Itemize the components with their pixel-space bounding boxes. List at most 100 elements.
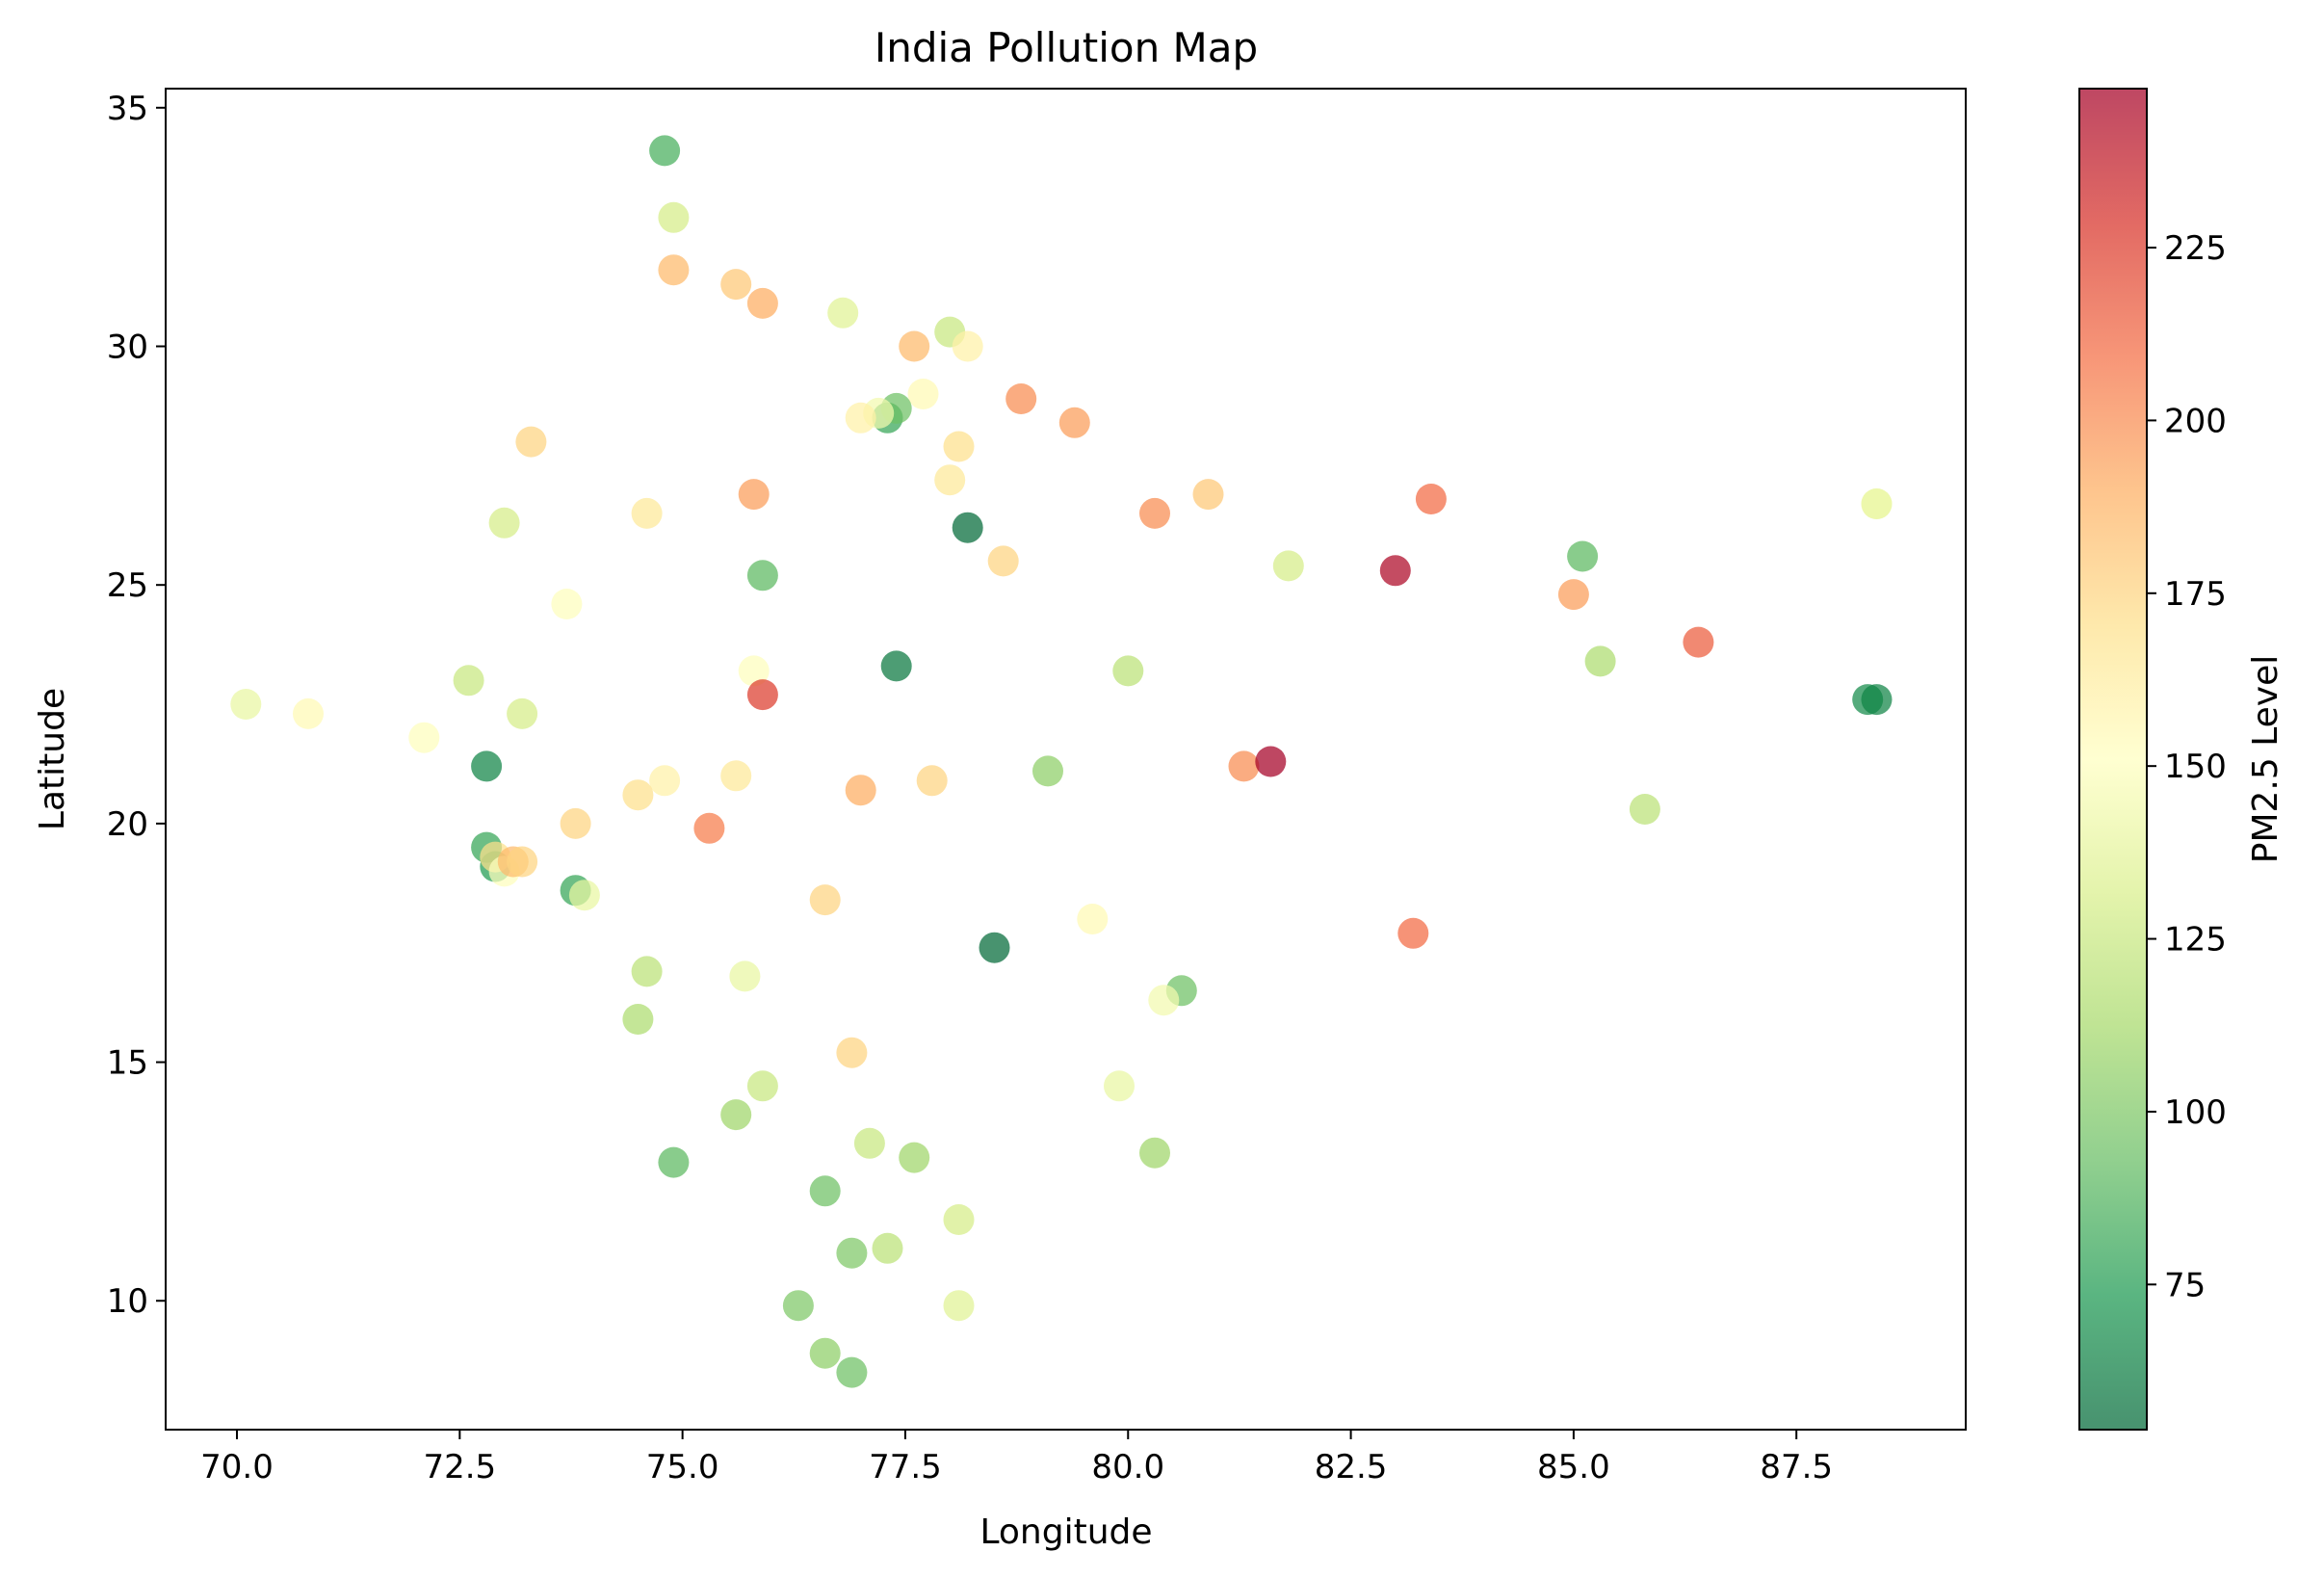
data-point	[1077, 904, 1109, 934]
data-point	[408, 722, 440, 753]
data-point	[1272, 550, 1304, 582]
data-point	[738, 479, 770, 511]
y-tick-label: 20	[107, 805, 148, 844]
colorbar-tick-label: 225	[2164, 229, 2227, 268]
data-point	[1104, 1070, 1135, 1102]
x-tick-label: 87.5	[1760, 1448, 1833, 1486]
data-point	[649, 135, 681, 167]
data-point	[1255, 746, 1287, 777]
y-axis: 10 15 20 25 30 35	[107, 90, 166, 1321]
data-point	[622, 779, 654, 811]
colorbar	[2079, 89, 2147, 1430]
data-point	[845, 775, 876, 806]
data-point	[880, 650, 912, 682]
plot-frame	[165, 88, 1967, 1431]
data-point	[720, 269, 752, 301]
data-point	[907, 379, 939, 409]
data-point	[836, 1037, 868, 1068]
data-point	[746, 1070, 778, 1102]
y-tick-label: 30	[107, 329, 148, 367]
data-point	[658, 254, 690, 286]
data-point	[1032, 755, 1063, 787]
data-point	[658, 1146, 690, 1178]
colorbar-tick-label: 100	[2164, 1093, 2227, 1132]
data-point	[979, 932, 1010, 963]
data-point	[934, 464, 966, 496]
colorbar-tick-label: 150	[2164, 748, 2227, 786]
colorbar-tick-label: 175	[2164, 575, 2227, 614]
data-point	[1228, 750, 1260, 782]
data-point	[1148, 985, 1180, 1016]
data-point	[952, 330, 983, 362]
data-point	[746, 679, 778, 711]
points-layer	[230, 135, 1893, 1388]
x-tick-label: 70.0	[200, 1448, 274, 1486]
data-point	[916, 765, 948, 797]
data-point	[746, 560, 778, 592]
data-point	[631, 497, 663, 529]
data-point	[551, 589, 583, 619]
data-point	[1584, 645, 1616, 677]
data-point	[1058, 407, 1090, 438]
x-tick-label: 85.0	[1537, 1448, 1610, 1486]
data-point	[1112, 655, 1144, 687]
x-tick-label: 72.5	[423, 1448, 496, 1486]
data-point	[471, 750, 503, 782]
chart-title: India Pollution Map	[875, 24, 1258, 71]
data-point	[987, 545, 1019, 577]
data-point	[488, 507, 520, 539]
data-point	[1005, 383, 1037, 414]
data-point	[943, 1290, 975, 1322]
data-point	[952, 512, 983, 543]
data-point	[568, 880, 600, 911]
x-axis: 70.0 72.5 75.0 77.5 80.0 82.5 85.0 87.5	[200, 1430, 1833, 1486]
x-axis-label: Longitude	[979, 1512, 1152, 1552]
data-point	[746, 287, 778, 319]
data-point	[729, 960, 761, 992]
colorbar-label: PM2.5 Level	[2246, 655, 2285, 864]
data-point	[293, 697, 324, 729]
data-point	[720, 1099, 752, 1131]
data-point	[649, 765, 681, 797]
plot-background	[166, 89, 1966, 1430]
x-tick-label: 75.0	[646, 1448, 719, 1486]
data-point	[1861, 488, 1893, 519]
data-point	[515, 426, 547, 458]
data-point	[1567, 540, 1599, 572]
colorbar-frame	[2078, 88, 2148, 1431]
colorbar-tick-label: 75	[2164, 1266, 2206, 1304]
data-point	[453, 665, 484, 697]
data-point	[560, 807, 591, 839]
data-point	[1192, 479, 1224, 511]
data-point	[507, 697, 538, 729]
data-point	[1139, 497, 1170, 529]
data-point	[809, 1175, 841, 1207]
data-point	[899, 330, 930, 362]
data-point	[1379, 555, 1411, 587]
x-tick-label: 77.5	[869, 1448, 942, 1486]
colorbar-ticks: 75 100 125 150 175 200 225	[2147, 229, 2227, 1304]
data-point	[899, 1142, 930, 1173]
data-point	[1861, 684, 1893, 716]
data-point	[1629, 794, 1660, 825]
data-point	[809, 884, 841, 916]
data-point	[507, 846, 538, 878]
data-point	[809, 1337, 841, 1369]
data-point	[836, 1237, 868, 1269]
data-point	[1683, 626, 1714, 658]
y-tick-label: 25	[107, 566, 148, 605]
data-point	[738, 655, 770, 687]
data-point	[1415, 484, 1447, 514]
data-point	[631, 956, 663, 987]
data-point	[943, 1204, 975, 1235]
data-point	[845, 402, 876, 434]
y-tick-label: 35	[107, 90, 148, 128]
y-tick-label: 10	[107, 1282, 148, 1321]
x-tick-label: 82.5	[1315, 1448, 1388, 1486]
data-point	[853, 1127, 885, 1159]
data-point	[782, 1290, 814, 1322]
x-tick-label: 80.0	[1091, 1448, 1164, 1486]
data-point	[1557, 579, 1589, 611]
data-point	[622, 1004, 654, 1035]
